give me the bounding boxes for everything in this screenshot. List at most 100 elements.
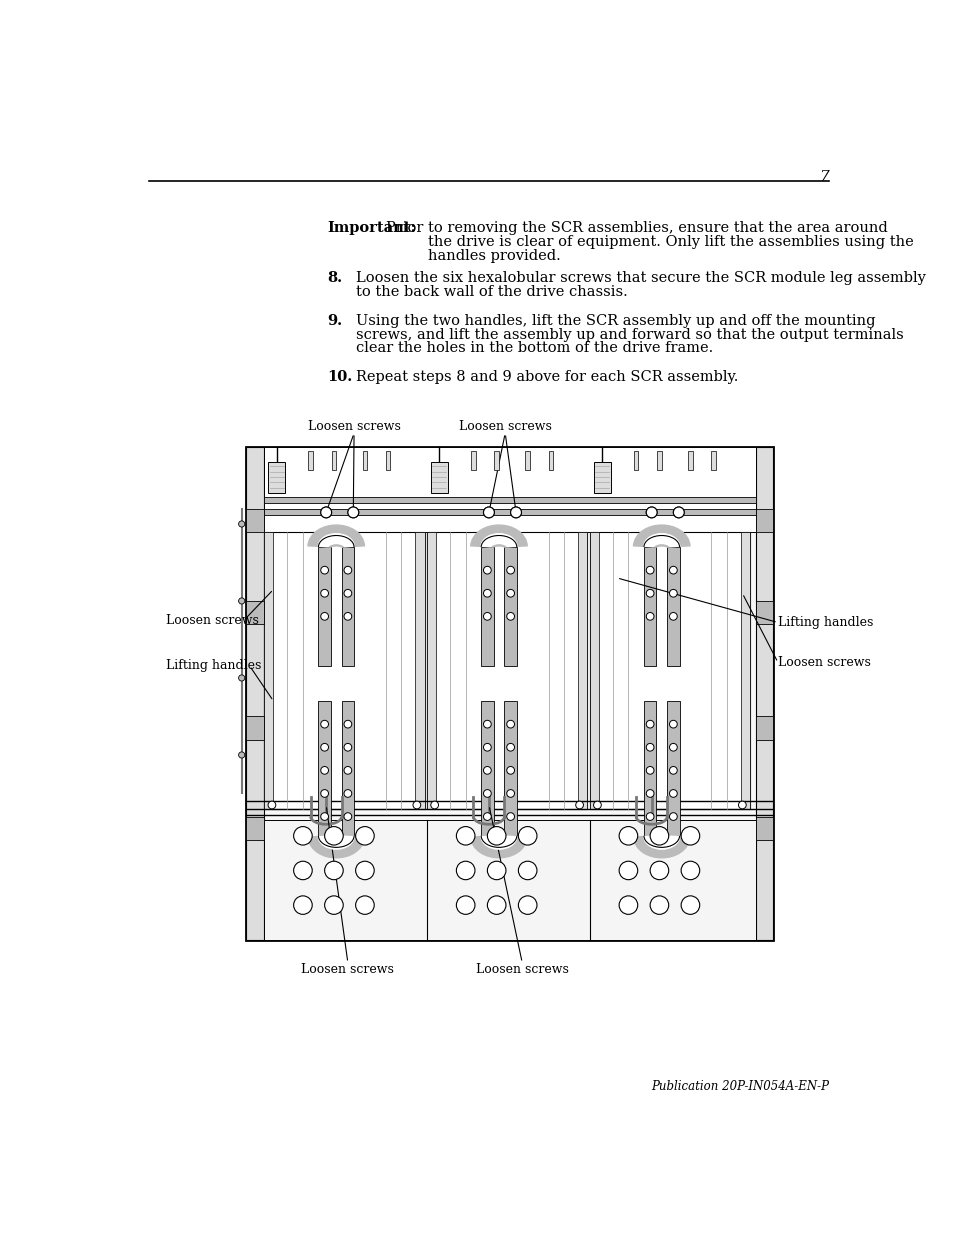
Circle shape (483, 567, 491, 574)
Circle shape (487, 861, 505, 879)
Circle shape (645, 613, 654, 620)
Text: Loosen screws: Loosen screws (476, 963, 568, 976)
Circle shape (320, 767, 328, 774)
Circle shape (593, 802, 600, 809)
Circle shape (669, 743, 677, 751)
Bar (268, 462, 285, 493)
Circle shape (669, 720, 677, 727)
Text: Loosen screws: Loosen screws (301, 963, 394, 976)
Circle shape (510, 508, 521, 517)
Bar (666, 701, 679, 836)
Circle shape (645, 813, 654, 820)
Text: 10.: 10. (327, 370, 352, 384)
Bar (578, 531, 587, 809)
Circle shape (517, 826, 537, 845)
Circle shape (320, 743, 328, 751)
Text: Using the two handles, lift the SCR assembly up and off the mounting: Using the two handles, lift the SCR asse… (355, 314, 874, 327)
Bar (504, 547, 517, 667)
Text: Important:: Important: (327, 221, 416, 236)
Bar (755, 447, 772, 940)
Bar (245, 447, 264, 940)
Text: to the back wall of the drive chassis.: to the back wall of the drive chassis. (355, 285, 627, 299)
Circle shape (324, 861, 343, 879)
Circle shape (618, 895, 637, 914)
Bar (318, 701, 331, 836)
Bar (504, 701, 517, 836)
Bar (711, 451, 716, 471)
Bar (415, 531, 424, 809)
Circle shape (483, 813, 491, 820)
Circle shape (238, 598, 245, 604)
Bar (341, 701, 354, 836)
Circle shape (344, 743, 352, 751)
Bar (431, 462, 447, 493)
Bar (755, 601, 772, 624)
Circle shape (483, 508, 494, 517)
Bar (589, 531, 749, 809)
Bar (480, 701, 493, 836)
Circle shape (645, 767, 654, 774)
Text: 8.: 8. (327, 272, 342, 285)
Bar (494, 451, 498, 471)
Circle shape (738, 802, 745, 809)
Circle shape (483, 789, 491, 798)
Bar (525, 451, 530, 471)
Circle shape (506, 743, 514, 751)
Circle shape (294, 861, 312, 879)
Circle shape (324, 895, 343, 914)
Bar (427, 531, 436, 809)
Bar (362, 451, 367, 471)
Bar (755, 716, 772, 740)
Circle shape (324, 826, 343, 845)
Bar (308, 451, 313, 471)
Circle shape (680, 895, 699, 914)
Bar (245, 601, 264, 624)
Bar (385, 451, 390, 471)
Bar (755, 509, 772, 531)
Circle shape (645, 508, 657, 517)
Circle shape (645, 508, 657, 517)
Circle shape (238, 674, 245, 680)
Bar (633, 451, 638, 471)
Circle shape (238, 752, 245, 758)
Circle shape (344, 767, 352, 774)
Text: Lifting handles: Lifting handles (166, 659, 261, 672)
Circle shape (645, 789, 654, 798)
Bar (264, 820, 755, 940)
Bar (332, 451, 335, 471)
Text: Prior to removing the SCR assemblies, ensure that the area around: Prior to removing the SCR assemblies, en… (385, 221, 886, 236)
Circle shape (506, 813, 514, 820)
Circle shape (483, 508, 494, 517)
Circle shape (649, 826, 668, 845)
Bar (245, 816, 264, 840)
Circle shape (320, 508, 332, 517)
Bar (643, 547, 656, 667)
Circle shape (320, 508, 332, 517)
Bar (341, 547, 354, 667)
Circle shape (680, 826, 699, 845)
Circle shape (483, 613, 491, 620)
Circle shape (510, 508, 521, 517)
Circle shape (618, 826, 637, 845)
Circle shape (669, 789, 677, 798)
Circle shape (618, 861, 637, 879)
Bar (245, 509, 264, 531)
Text: Loosen screws: Loosen screws (166, 615, 258, 627)
Bar (264, 531, 424, 809)
Circle shape (575, 802, 583, 809)
Bar (740, 531, 749, 809)
Circle shape (355, 861, 374, 879)
Circle shape (673, 508, 683, 517)
Circle shape (355, 826, 374, 845)
Circle shape (320, 613, 328, 620)
Bar (245, 447, 772, 940)
Circle shape (506, 589, 514, 597)
Circle shape (673, 508, 683, 517)
Circle shape (669, 613, 677, 620)
Bar (755, 816, 772, 840)
Circle shape (645, 720, 654, 727)
Bar (589, 531, 598, 809)
Bar (480, 547, 493, 667)
Circle shape (669, 813, 677, 820)
Bar (687, 451, 692, 471)
